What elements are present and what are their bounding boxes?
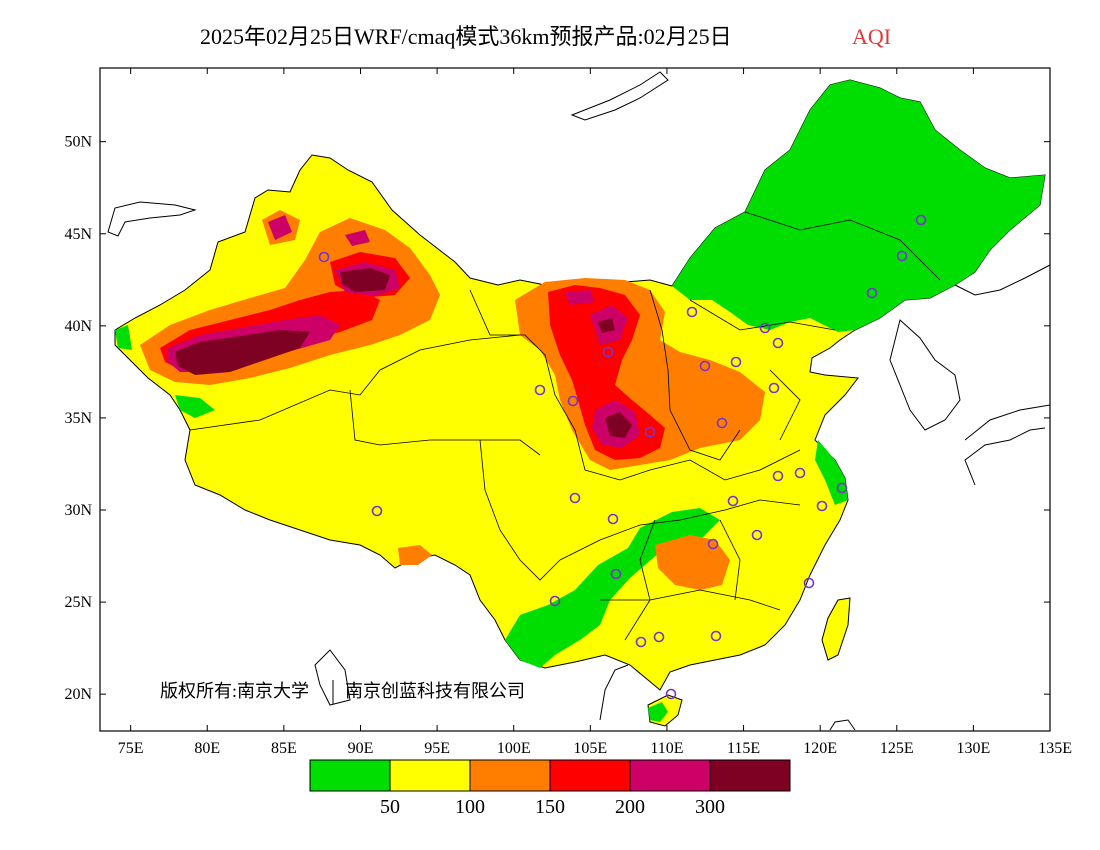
- station-marker: [534, 384, 546, 396]
- map-variable-label: AQI: [852, 24, 891, 49]
- legend-label: 150: [535, 796, 565, 818]
- aqi-zone-good-east: [815, 440, 848, 505]
- x-tick-label: 100E: [497, 740, 531, 757]
- station-marker: [653, 631, 665, 643]
- legend-swatch: [629, 759, 711, 792]
- y-tick-label: 30N: [64, 502, 92, 519]
- legend-swatch: [549, 759, 631, 792]
- map-title: 2025年02月25日WRF/cmaq模式36km预报产品:02月25日: [200, 24, 732, 49]
- x-tick-label: 115E: [727, 740, 760, 757]
- x-tick-label: 120E: [803, 740, 837, 757]
- station-marker: [569, 492, 581, 504]
- x-tick-label: 105E: [573, 740, 607, 757]
- station-markers: [318, 214, 927, 700]
- station-marker: [371, 505, 383, 517]
- station-marker: [836, 482, 848, 494]
- x-tick-label: 90E: [348, 740, 374, 757]
- legend-swatch: [309, 759, 391, 792]
- station-marker: [727, 495, 739, 507]
- taiwan-island: [821, 597, 851, 661]
- station-marker: [644, 426, 656, 438]
- y-tick-label: 50N: [64, 134, 92, 151]
- station-marker: [730, 356, 742, 368]
- legend-label: 200: [615, 796, 645, 818]
- y-axis: 20N 25N 30N 35N 40N 45N 50N: [64, 134, 1050, 703]
- aqi-zone-good-west: [115, 325, 215, 418]
- x-tick-label: 110E: [650, 740, 683, 757]
- station-marker: [707, 538, 719, 550]
- station-marker: [549, 595, 561, 607]
- aqi-legend: 50 100 150 200 300: [309, 759, 791, 818]
- coastlines: [107, 71, 1050, 731]
- legend-label: 300: [695, 796, 725, 818]
- y-tick-label: 35N: [64, 410, 92, 427]
- x-tick-label: 85E: [271, 740, 297, 757]
- copyright-company: 南京创蓝科技有限公司: [345, 681, 525, 701]
- x-tick-label: 95E: [424, 740, 450, 757]
- station-marker: [665, 688, 677, 700]
- station-marker: [772, 337, 784, 349]
- station-marker: [567, 395, 579, 407]
- legend-label: 100: [455, 796, 485, 818]
- station-marker: [772, 470, 784, 482]
- station-marker: [607, 513, 619, 525]
- map-frame: [99, 67, 1051, 732]
- copyright-owner: 版权所有:南京大学: [160, 681, 309, 701]
- station-marker: [751, 529, 763, 541]
- y-tick-label: 20N: [64, 686, 92, 703]
- station-marker: [710, 630, 722, 642]
- station-marker: [896, 250, 908, 262]
- aqi-zone-very-unhealthy-central: [565, 290, 640, 448]
- legend-swatch: [389, 759, 471, 792]
- y-tick-label: 25N: [64, 594, 92, 611]
- x-axis: 75E 80E 85E 90E 95E 100E 105E 110E 115E 120E 125E 1…: [118, 68, 1072, 757]
- legend-swatch: [709, 759, 791, 792]
- aqi-zone-good-hainan: [648, 702, 668, 722]
- x-tick-label: 130E: [956, 740, 990, 757]
- station-marker: [794, 467, 806, 479]
- x-tick-label: 80E: [194, 740, 220, 757]
- station-marker: [915, 214, 927, 226]
- station-marker: [716, 417, 728, 429]
- station-marker: [803, 577, 815, 589]
- station-marker: [635, 636, 647, 648]
- y-tick-label: 40N: [64, 318, 92, 335]
- x-tick-label: 135E: [1038, 740, 1072, 757]
- station-marker: [816, 500, 828, 512]
- aqi-zone-hazardous-xinjiang: [175, 268, 390, 375]
- aqi-zone-very-unhealthy-xinjiang: [168, 215, 400, 372]
- x-tick-label: 125E: [880, 740, 914, 757]
- station-marker: [759, 322, 771, 334]
- station-marker: [866, 287, 878, 299]
- legend-label: 50: [380, 796, 400, 818]
- province-boundaries: [189, 211, 941, 641]
- aqi-zone-hazardous-central: [598, 318, 632, 438]
- aqi-zone-sensitive-tibet: [398, 545, 432, 565]
- y-tick-label: 45N: [64, 226, 92, 243]
- station-marker: [768, 382, 780, 394]
- map-content: 版权所有:南京大学 南京创蓝科技有限公司: [107, 71, 1050, 731]
- station-marker: [699, 360, 711, 372]
- station-marker: [610, 568, 622, 580]
- legend-swatch: [469, 759, 551, 792]
- station-marker: [602, 346, 614, 358]
- aqi-zone-good-northeast: [672, 80, 1045, 332]
- station-marker: [318, 251, 330, 263]
- station-marker: [686, 306, 698, 318]
- x-tick-label: 75E: [118, 740, 144, 757]
